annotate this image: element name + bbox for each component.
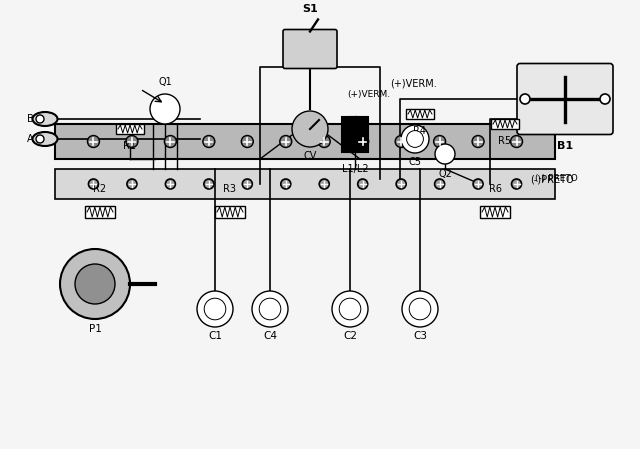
- Circle shape: [164, 136, 177, 148]
- Circle shape: [356, 136, 369, 148]
- Circle shape: [319, 179, 329, 189]
- Text: Q1: Q1: [158, 77, 172, 87]
- Circle shape: [126, 136, 138, 148]
- Text: C1: C1: [208, 331, 222, 341]
- Circle shape: [259, 298, 281, 320]
- Bar: [350, 116, 360, 151]
- Text: A: A: [27, 134, 33, 144]
- Circle shape: [511, 136, 522, 148]
- Circle shape: [472, 136, 484, 148]
- Ellipse shape: [33, 112, 58, 126]
- Text: C2: C2: [343, 331, 357, 341]
- Bar: [55, 124, 555, 159]
- Text: CV: CV: [303, 151, 317, 161]
- Circle shape: [401, 125, 429, 153]
- Circle shape: [600, 94, 610, 104]
- Circle shape: [281, 179, 291, 189]
- Circle shape: [406, 131, 424, 147]
- Text: R3: R3: [223, 184, 237, 194]
- Circle shape: [36, 135, 44, 143]
- Text: R2: R2: [93, 184, 107, 194]
- Text: S1: S1: [302, 4, 318, 14]
- Text: (-) PRETO: (-) PRETO: [535, 175, 578, 184]
- Circle shape: [127, 179, 137, 189]
- Circle shape: [197, 291, 233, 327]
- Circle shape: [204, 298, 226, 320]
- Bar: [358, 116, 368, 151]
- Bar: [406, 109, 434, 119]
- Circle shape: [332, 291, 368, 327]
- Circle shape: [204, 179, 214, 189]
- Bar: [480, 206, 510, 218]
- Circle shape: [434, 136, 445, 148]
- Ellipse shape: [33, 132, 58, 146]
- Text: (+)VERM.: (+)VERM.: [390, 79, 436, 89]
- Text: Q2: Q2: [438, 169, 452, 179]
- Circle shape: [339, 298, 361, 320]
- Circle shape: [243, 179, 252, 189]
- Circle shape: [88, 179, 99, 189]
- Text: C4: C4: [263, 331, 277, 341]
- Circle shape: [88, 136, 99, 148]
- Text: R4: R4: [413, 126, 426, 136]
- Circle shape: [241, 136, 253, 148]
- Bar: [491, 119, 519, 129]
- Circle shape: [165, 179, 175, 189]
- Circle shape: [511, 179, 522, 189]
- Circle shape: [396, 179, 406, 189]
- Circle shape: [520, 94, 530, 104]
- Circle shape: [435, 144, 455, 164]
- Circle shape: [203, 136, 215, 148]
- Circle shape: [36, 115, 44, 123]
- Circle shape: [402, 291, 438, 327]
- Circle shape: [435, 179, 445, 189]
- Circle shape: [395, 136, 407, 148]
- FancyBboxPatch shape: [517, 63, 613, 135]
- FancyBboxPatch shape: [283, 30, 337, 69]
- Text: R5: R5: [499, 136, 511, 146]
- Bar: [85, 206, 115, 218]
- Circle shape: [292, 111, 328, 147]
- Text: (+)VERM.: (+)VERM.: [347, 89, 390, 98]
- Circle shape: [473, 179, 483, 189]
- Text: R1: R1: [124, 141, 136, 151]
- Circle shape: [280, 136, 292, 148]
- Text: (-)PRETO: (-)PRETO: [530, 174, 573, 184]
- Text: R6: R6: [488, 184, 502, 194]
- Text: C3: C3: [413, 331, 427, 341]
- Circle shape: [409, 298, 431, 320]
- Text: P1: P1: [88, 324, 101, 334]
- Circle shape: [150, 94, 180, 124]
- Circle shape: [252, 291, 288, 327]
- Text: C5: C5: [408, 157, 422, 167]
- Bar: [116, 124, 144, 134]
- Circle shape: [60, 249, 130, 319]
- Bar: [215, 206, 245, 218]
- Text: B: B: [27, 114, 33, 124]
- Text: L1/L2: L1/L2: [342, 164, 368, 174]
- Circle shape: [75, 264, 115, 304]
- Text: B1: B1: [557, 141, 573, 151]
- Bar: [55, 169, 555, 199]
- Bar: [342, 116, 352, 151]
- Circle shape: [358, 179, 368, 189]
- Circle shape: [318, 136, 330, 148]
